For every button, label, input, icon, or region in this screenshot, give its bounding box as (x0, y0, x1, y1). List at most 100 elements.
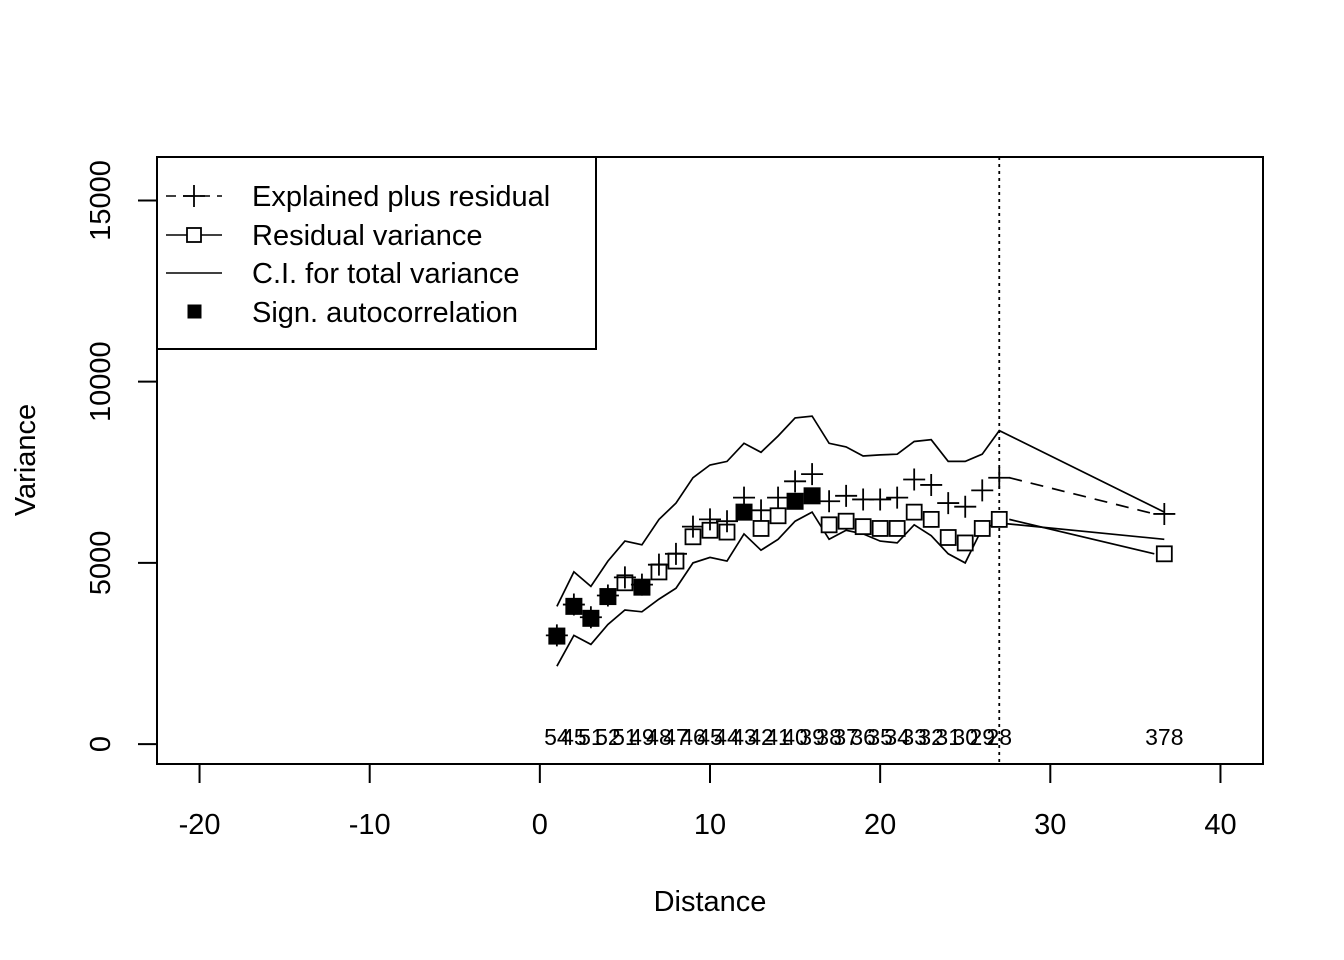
pair-count-label: 37 (833, 724, 859, 750)
x-axis-title: Distance (654, 886, 767, 918)
explained-point-marker (699, 508, 721, 531)
explained-point-marker (750, 499, 773, 522)
explained-point-marker (664, 542, 687, 565)
y-tick-label: 5000 (85, 531, 117, 596)
pair-count-label: 47 (663, 724, 689, 750)
explained-point-marker (579, 606, 602, 629)
pair-count-label: 52 (595, 724, 621, 750)
explained-point-marker (647, 553, 670, 576)
x-axis: -20 -10 0 10 20 30 40 (179, 763, 1237, 841)
pair-count-label: 38 (816, 724, 842, 750)
explained-point-marker (733, 486, 756, 509)
explained-point-marker (801, 463, 824, 486)
y-tick-label: 15000 (85, 160, 117, 241)
x-tick-label: -10 (349, 809, 391, 841)
legend-plus-marker (183, 185, 205, 207)
explained-point-marker (920, 473, 943, 496)
x-tick-label: 0 (532, 809, 548, 841)
explained-point-marker (613, 566, 636, 589)
pair-count-label: 43 (731, 724, 757, 750)
pair-count-label: 33 (901, 724, 927, 750)
pair-count-label: 40 (782, 724, 808, 750)
explained-point-marker (988, 466, 1011, 489)
legend-open-square-marker (186, 227, 202, 243)
residual-connector-line (1009, 518, 1155, 555)
residual-point-marker (939, 529, 957, 546)
explained-point-marker (767, 486, 790, 509)
explained-point-marker (562, 593, 585, 616)
pair-count-label: 51 (578, 724, 604, 750)
y-tick-label: 10000 (85, 341, 117, 422)
x-tick-label: 20 (864, 809, 896, 841)
legend-label-residual: Residual variance (252, 220, 483, 252)
explained-point-marker (716, 510, 739, 533)
explained-point-marker (835, 484, 858, 507)
residual-point-marker (769, 507, 787, 525)
pair-count-label: 42 (748, 724, 774, 750)
pair-count-label: 45 (697, 724, 723, 750)
pair-count-label: 29 (969, 724, 995, 750)
explained-point-marker (886, 486, 909, 509)
explained-point-marker (681, 515, 704, 538)
series-layer (556, 157, 1165, 764)
significant-point-marker (803, 487, 821, 505)
pair-count-label: 54 (544, 724, 570, 750)
pair-count-label: 28 (986, 724, 1012, 750)
explained-point-marker (784, 470, 807, 493)
pair-count-label: 41 (765, 724, 791, 750)
significant-point-marker (786, 492, 804, 510)
explained-point-marker (937, 492, 960, 515)
pair-count-label: 39 (799, 724, 825, 750)
pair-count-label: 378 (1145, 724, 1183, 750)
legend-label-ci: C.I. for total variance (252, 258, 520, 290)
residual-point-marker (922, 510, 940, 528)
explained-point-marker (545, 624, 568, 647)
pair-count-label: 45 (561, 724, 587, 750)
x-tick-label: 10 (694, 809, 726, 841)
explained-point-marker (596, 584, 619, 607)
ci-lower-line (556, 510, 1165, 667)
pair-count-label: 48 (646, 724, 672, 750)
pair-count-label: 51 (612, 724, 638, 750)
pair-count-label: 46 (680, 724, 706, 750)
x-tick-label: -20 (179, 809, 221, 841)
x-tick-label: 30 (1034, 809, 1066, 841)
pair-count-label: 31 (935, 724, 961, 750)
legend-label-explained: Explained plus residual (252, 181, 550, 213)
residual-point-marker (871, 520, 889, 537)
x-tick-label: 40 (1204, 809, 1236, 841)
pair-count-label: 32 (918, 724, 944, 750)
residual-point-marker (1155, 545, 1173, 563)
explained-connector-line (1009, 476, 1155, 515)
marker-layer (545, 463, 1176, 647)
explained-point-marker (630, 573, 653, 596)
pair-count-label: 35 (867, 724, 893, 750)
residual-point-marker (956, 534, 974, 552)
residual-point-marker (752, 520, 770, 537)
pair-count-label: 44 (714, 724, 740, 750)
explained-point-marker (869, 488, 892, 511)
explained-point-marker (954, 495, 977, 518)
explained-point-marker (1153, 502, 1176, 525)
residual-point-marker (854, 518, 872, 536)
residual-point-marker (820, 516, 838, 534)
legend: Explained plus residual Residual varianc… (156, 156, 597, 350)
legend-label-significant: Sign. autocorrelation (252, 297, 518, 329)
explained-point-marker (818, 490, 841, 513)
y-axis-title: Variance (10, 404, 42, 516)
legend-filled-square-marker (187, 304, 202, 319)
pair-count-label: 36 (850, 724, 876, 750)
pair-count-label: 34 (884, 724, 910, 750)
y-tick-label: 0 (85, 736, 117, 752)
pair-count-label: 49 (629, 724, 655, 750)
legend-box (156, 156, 597, 350)
residual-point-marker (837, 512, 855, 530)
residual-point-marker (888, 520, 906, 537)
residual-point-marker (990, 510, 1008, 528)
y-axis: 0 5000 10000 15000 (85, 160, 158, 752)
explained-point-marker (971, 479, 994, 502)
residual-point-marker (973, 520, 991, 537)
explained-point-marker (903, 468, 926, 491)
residual-point-marker (905, 503, 923, 521)
